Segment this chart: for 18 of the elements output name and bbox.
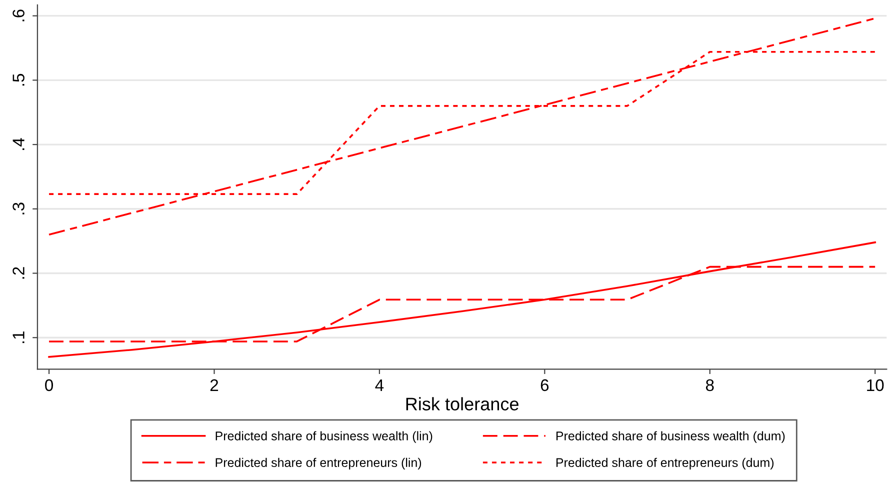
y-tick-label: .6	[12, 10, 24, 22]
y-tick-label: .2	[12, 267, 24, 279]
legend-label: Predicted share of entrepreneurs (lin)	[216, 458, 422, 470]
legend-label: Predicted share of entrepreneurs (dum)	[556, 458, 774, 470]
x-tick-label: 0	[45, 379, 54, 392]
y-tick-label: .3	[12, 202, 24, 214]
y-tick-label: .1	[12, 331, 24, 344]
x-tick-label: 4	[375, 379, 384, 391]
y-tick-label: .5	[12, 74, 24, 86]
x-tick-label: 2	[210, 379, 218, 391]
legend-label: Predicted share of business wealth (dum)	[556, 431, 785, 443]
x-tick-label: 10	[867, 379, 884, 392]
x-tick-label: 6	[540, 379, 549, 392]
y-tick-label: .4	[12, 138, 24, 150]
legend-label: Predicted share of business wealth (lin)	[216, 431, 432, 443]
x-tick-label: 8	[706, 379, 714, 392]
line-series	[48, 241, 876, 358]
x-axis-title: Risk tolerance	[406, 397, 518, 410]
